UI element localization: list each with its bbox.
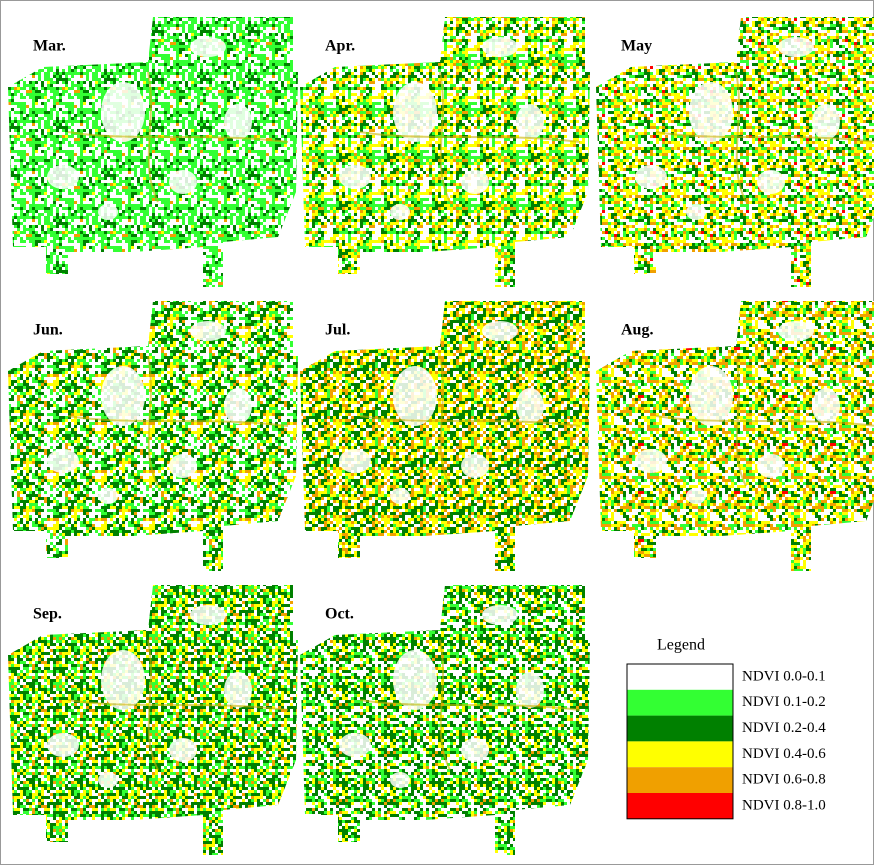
map-feature xyxy=(98,772,118,788)
map-feature xyxy=(101,366,145,426)
panel-label: Sep. xyxy=(33,606,62,623)
map-panel: Jul. xyxy=(300,301,590,571)
map-panel: Sep. xyxy=(8,585,298,855)
map-feature xyxy=(47,733,79,757)
map-feature xyxy=(689,366,733,426)
map-feature xyxy=(169,454,197,478)
map-panel: Apr. xyxy=(300,17,590,287)
legend: Legend NDVI 0.0-0.1 NDVI 0.1-0.2 NDVI 0.2-… xyxy=(627,637,826,819)
map-feature xyxy=(47,165,79,189)
map-feature xyxy=(339,165,371,189)
legend-label: NDVI 0.4-0.6 xyxy=(742,746,826,762)
legend-label: NDVI 0.0-0.1 xyxy=(742,668,826,684)
map-feature xyxy=(635,449,667,473)
panel-label: Jul. xyxy=(325,322,350,339)
map-feature xyxy=(169,738,197,762)
map-feature xyxy=(778,37,814,57)
map-feature xyxy=(461,454,489,478)
map-feature xyxy=(224,672,252,708)
panel-label: May xyxy=(621,38,652,55)
panel-label: Jun. xyxy=(33,322,63,339)
map-feature xyxy=(101,650,145,710)
map-feature xyxy=(190,37,226,57)
map-feature xyxy=(98,204,118,220)
legend-swatch xyxy=(627,664,733,690)
legend-title: Legend xyxy=(657,637,705,654)
map-feature xyxy=(461,738,489,762)
map-feature xyxy=(393,650,437,710)
legend-swatch xyxy=(627,793,733,819)
map-feature xyxy=(635,165,667,189)
map-area xyxy=(8,585,298,855)
map-feature xyxy=(190,605,226,625)
map-feature xyxy=(224,104,252,140)
map-area xyxy=(8,17,298,287)
map-feature xyxy=(757,170,785,194)
map-feature xyxy=(190,321,226,341)
map-feature xyxy=(224,388,252,424)
map-feature xyxy=(393,366,437,426)
map-feature xyxy=(390,204,410,220)
map-panel: Aug. xyxy=(596,301,874,571)
legend-swatch xyxy=(627,767,733,793)
map-feature xyxy=(461,170,489,194)
map-feature xyxy=(812,104,840,140)
map-area xyxy=(300,585,590,855)
map-panel: May xyxy=(596,17,874,287)
map-feature xyxy=(390,772,410,788)
map-feature xyxy=(482,37,518,57)
map-feature xyxy=(393,82,437,142)
figure: Mar. Apr. May Jun. Jul. Aug. Sep. Oct. Legend N… xyxy=(0,0,874,865)
map-panel: Oct. xyxy=(300,585,590,855)
map-feature xyxy=(101,82,145,142)
map-panel: Jun. xyxy=(8,301,298,571)
map-feature xyxy=(812,388,840,424)
map-feature xyxy=(169,170,197,194)
map-feature xyxy=(516,104,544,140)
panel-label: Oct. xyxy=(325,606,354,623)
legend-label: NDVI 0.2-0.4 xyxy=(742,720,826,736)
legend-swatch xyxy=(627,690,733,716)
legend-swatch xyxy=(627,716,733,742)
map-feature xyxy=(482,321,518,341)
legend-swatch xyxy=(627,741,733,767)
map-feature xyxy=(516,672,544,708)
panel-label: Aug. xyxy=(621,322,653,339)
map-feature xyxy=(339,733,371,757)
map-area xyxy=(300,301,590,571)
map-feature xyxy=(98,488,118,504)
map-area xyxy=(300,17,590,287)
map-feature xyxy=(689,82,733,142)
legend-label: NDVI 0.6-0.8 xyxy=(742,772,826,788)
map-feature xyxy=(686,204,706,220)
map-feature xyxy=(47,449,79,473)
map-feature xyxy=(686,488,706,504)
legend-label: NDVI 0.8-1.0 xyxy=(742,797,826,813)
panel-label: Mar. xyxy=(33,38,66,55)
map-feature xyxy=(516,388,544,424)
map-feature xyxy=(757,454,785,478)
map-feature xyxy=(778,321,814,341)
map-area xyxy=(596,301,874,571)
map-feature xyxy=(339,449,371,473)
legend-label: NDVI 0.1-0.2 xyxy=(742,694,826,710)
map-area xyxy=(596,17,874,287)
map-area xyxy=(8,301,298,571)
map-feature xyxy=(390,488,410,504)
map-feature xyxy=(482,605,518,625)
panel-label: Apr. xyxy=(325,38,355,55)
map-panel: Mar. xyxy=(8,17,298,287)
